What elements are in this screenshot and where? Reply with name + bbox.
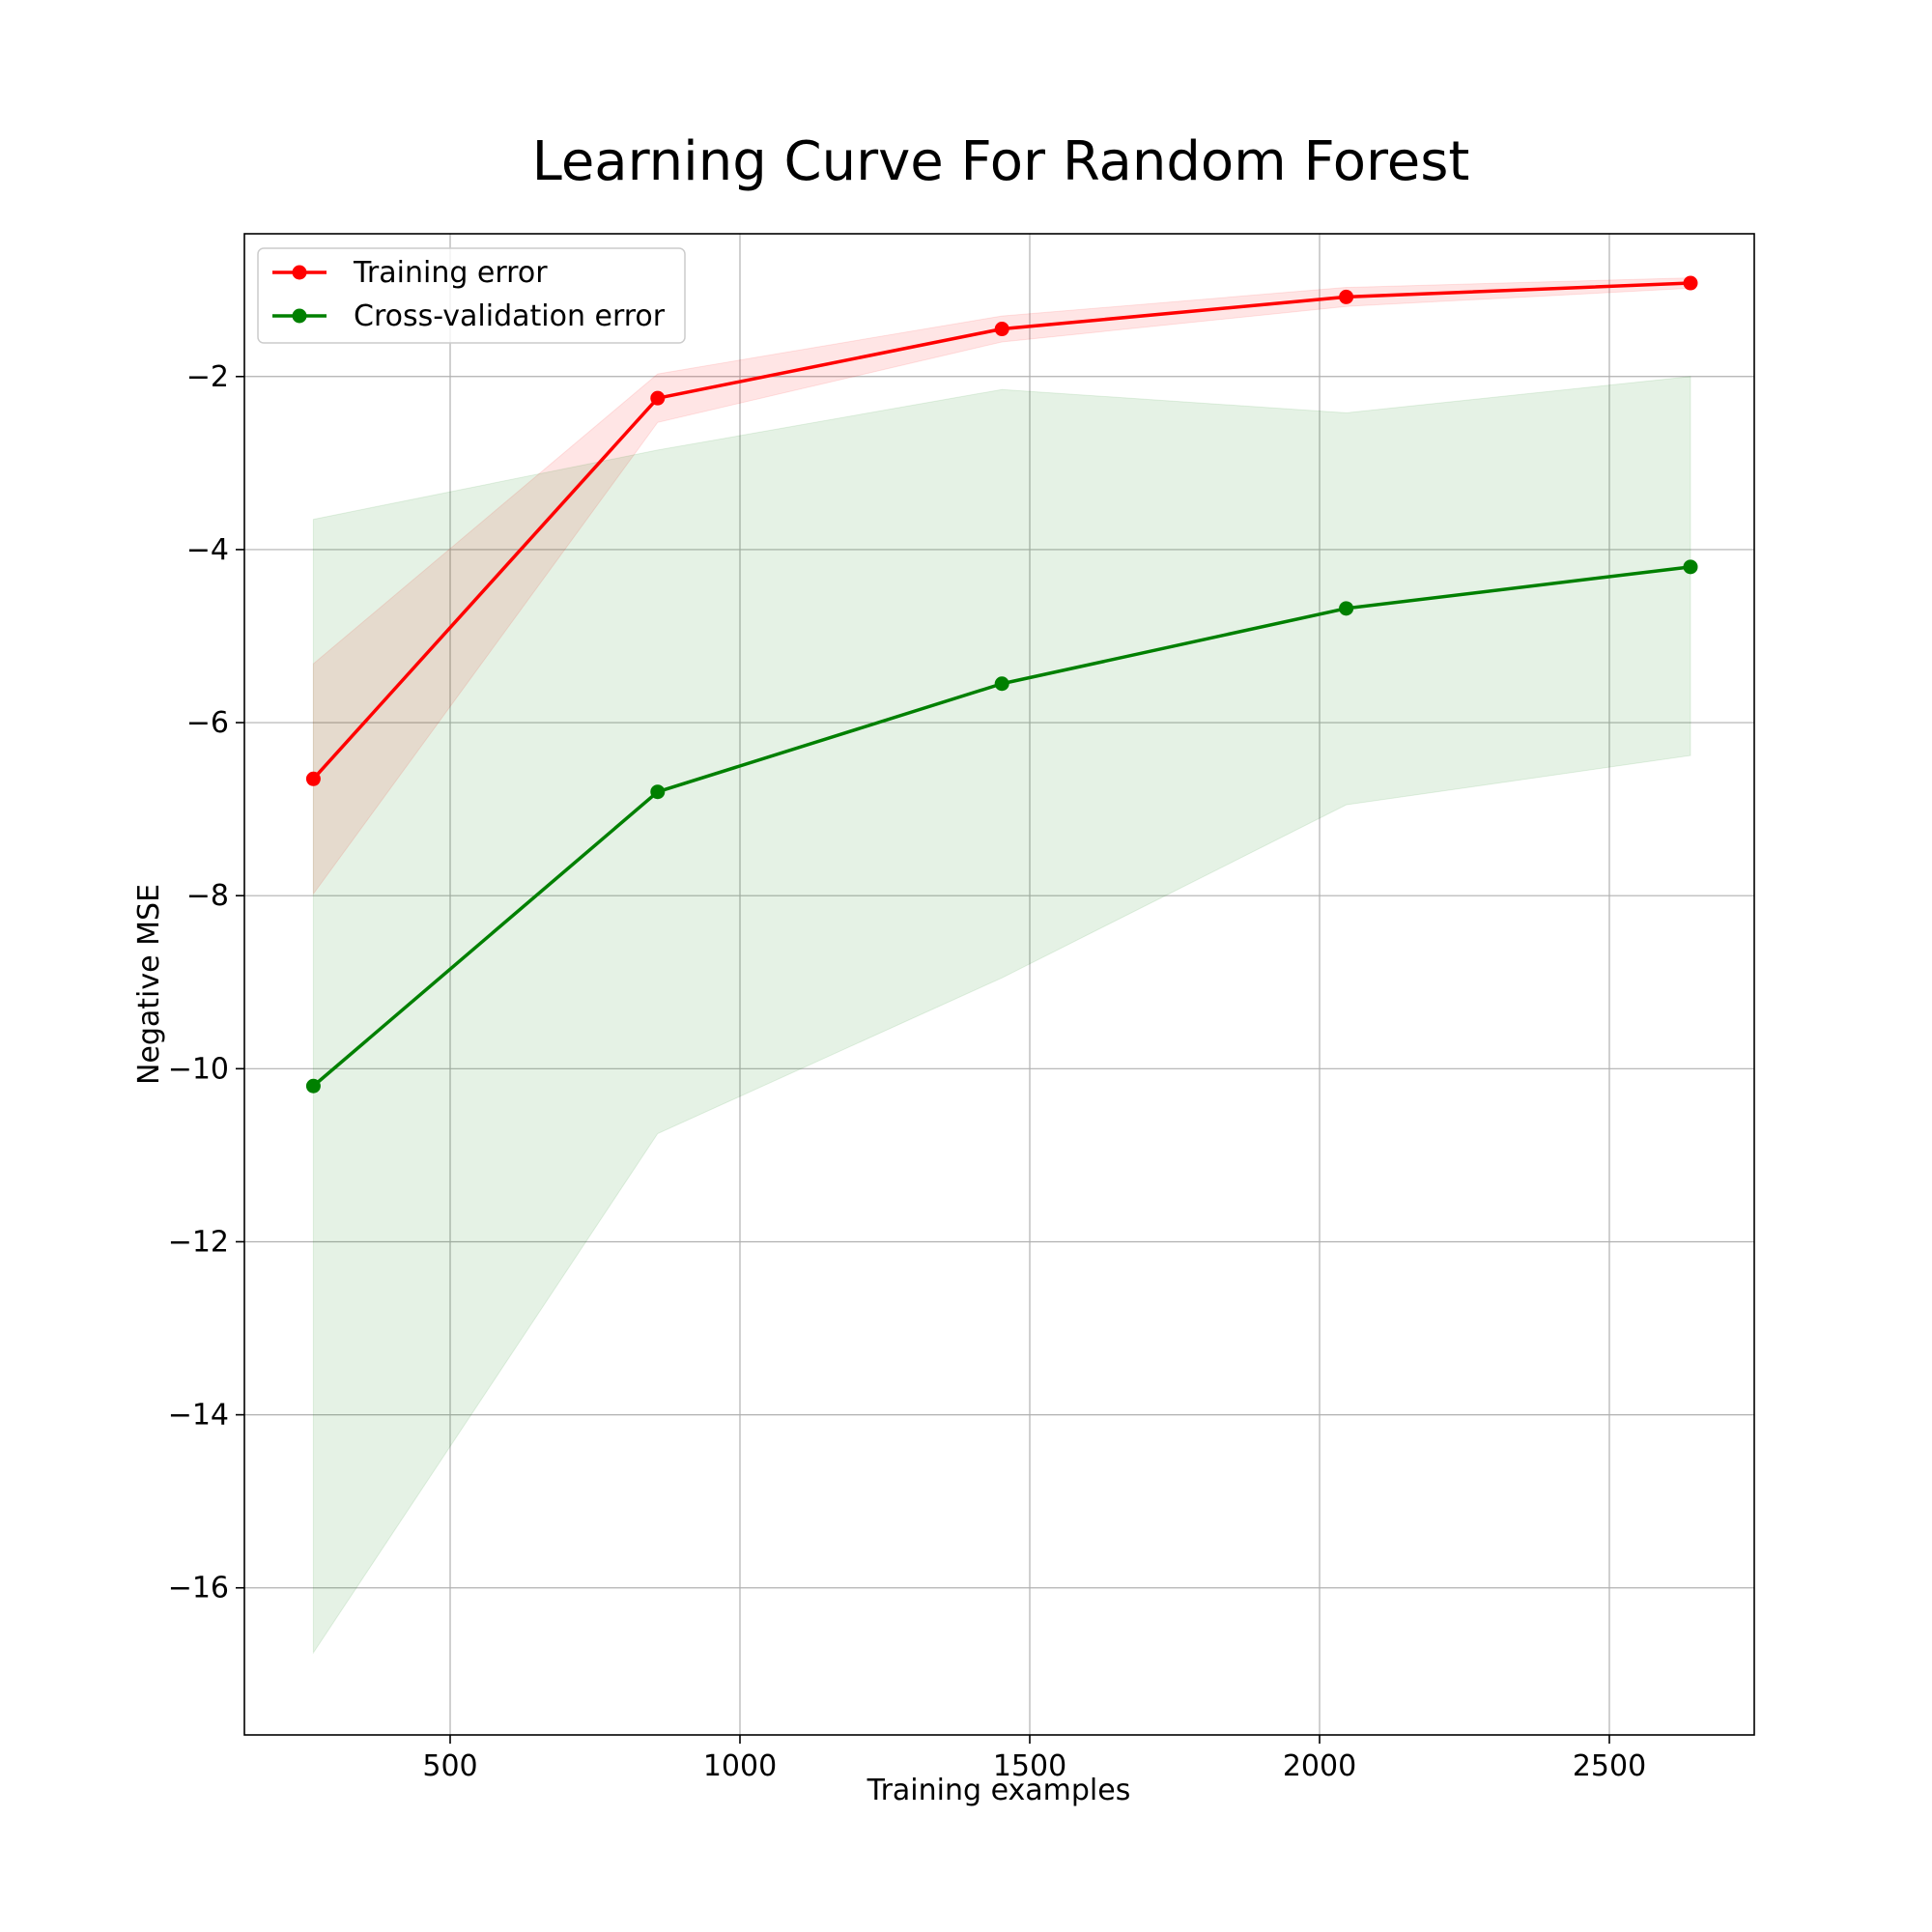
training-error-point — [650, 390, 666, 406]
legend-label-cross-validation: Cross-validation error — [354, 299, 666, 333]
y-tick-label: −14 — [168, 1399, 229, 1433]
legend-marker-training — [292, 265, 307, 280]
cross-validation-error-point — [650, 784, 666, 800]
plot-frame — [243, 233, 1755, 1736]
cross-validation-error-point — [1339, 601, 1354, 616]
cross-validation-error-band — [312, 376, 1691, 1655]
y-tick-label: −2 — [186, 360, 229, 394]
y-tick-label: −8 — [186, 879, 229, 913]
y-tick-label: −10 — [168, 1052, 229, 1086]
x-axis-label: Training examples — [867, 1774, 1131, 1807]
confidence-bands — [312, 277, 1691, 1655]
legend: Training error Cross-validation error — [257, 247, 686, 344]
training-error-point — [994, 322, 1009, 337]
chart-title: Learning Curve For Random Forest — [532, 130, 1470, 193]
x-tick-label: 1000 — [703, 1749, 777, 1783]
y-axis-label: Negative MSE — [132, 884, 166, 1085]
x-tick-label: 2500 — [1573, 1749, 1646, 1783]
x-tick-label: 500 — [422, 1749, 477, 1783]
y-tick-label: −12 — [168, 1225, 229, 1259]
y-tick-label: −4 — [186, 533, 229, 567]
y-tick-label: −16 — [168, 1572, 229, 1605]
cross-validation-error-point — [305, 1078, 321, 1094]
grid-lines — [244, 234, 1754, 1735]
series-points — [305, 275, 1698, 1094]
legend-marker-cross-validation — [292, 308, 307, 324]
cross-validation-error-point — [994, 676, 1009, 692]
x-tick-label: 1500 — [993, 1749, 1066, 1783]
legend-frame — [257, 247, 686, 344]
training-error-point — [1683, 275, 1698, 291]
training-error-point — [305, 771, 321, 786]
x-tick-label: 2000 — [1283, 1749, 1356, 1783]
x-axis-ticks: 500 1000 1500 2000 2500 — [422, 1735, 1646, 1783]
training-error-point — [1339, 289, 1354, 304]
y-axis-ticks: −2 −4 −6 −8 −10 −12 −14 −16 — [168, 360, 244, 1605]
cross-validation-error-point — [1683, 559, 1698, 575]
legend-label-training: Training error — [353, 256, 548, 290]
y-tick-label: −6 — [186, 706, 229, 740]
